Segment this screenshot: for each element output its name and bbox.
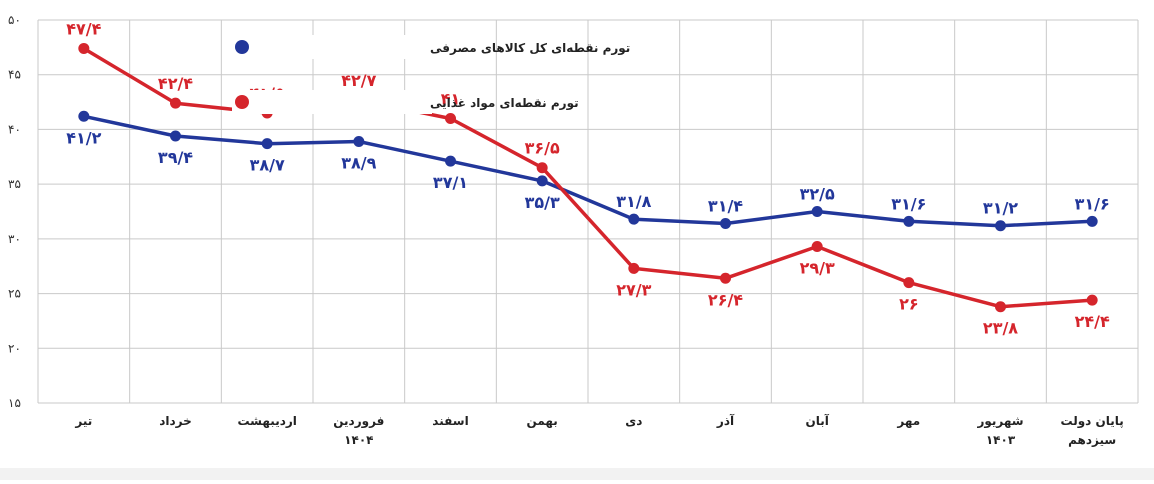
data-label: ۳۷/۱ xyxy=(433,173,468,192)
data-point xyxy=(261,138,273,150)
x-tick-sublabel: ۱۴۰۴ xyxy=(344,433,373,447)
data-label: ۲۹/۳ xyxy=(800,259,835,278)
y-tick-label: ۲۵ xyxy=(8,287,21,301)
x-tick-label: فروردین xyxy=(333,414,384,429)
x-tick-label: تیر xyxy=(74,414,92,428)
data-point xyxy=(536,175,548,187)
data-point xyxy=(903,277,915,289)
data-label: ۲۷/۳ xyxy=(616,280,651,299)
y-tick-label: ۳۵ xyxy=(8,177,21,191)
data-point xyxy=(628,262,640,274)
y-tick-label: ۵۰ xyxy=(8,13,21,27)
x-tick-label: مهر xyxy=(896,414,920,428)
legend-swatch xyxy=(235,40,249,54)
data-label: ۳۹/۴ xyxy=(158,148,193,167)
data-point xyxy=(536,162,548,174)
data-point xyxy=(170,97,181,109)
series-line-consumer xyxy=(82,114,1094,228)
x-tick-label: اسفند xyxy=(432,414,468,428)
data-label: ۴۲/۷ xyxy=(341,71,376,90)
legend-bg xyxy=(232,90,432,114)
x-tick-label: اردیبهشت xyxy=(237,414,296,428)
x-tick-sublabel: سیزدهم xyxy=(1068,433,1116,447)
x-tick-label: بهمن xyxy=(527,414,558,428)
data-label: ۲۴/۴ xyxy=(1075,312,1110,331)
data-label: ۳۸/۹ xyxy=(341,153,376,172)
data-point xyxy=(811,241,823,253)
data-label: ۴۱/۲ xyxy=(66,128,101,147)
y-tick-label: ۳۰ xyxy=(8,232,21,246)
data-labels: ۳۱/۶ ۳۱/۲ ۳۱/۶ ۳۲/۵ ۳۱/۴ ۳۱/۸ ۳۵/۳ ۳۷/۱ ۳۸/۹ ۳۸/۷… xyxy=(66,19,1110,337)
data-point xyxy=(445,112,456,124)
x-tick-sublabel: ۱۴۰۳ xyxy=(986,433,1016,447)
data-point xyxy=(78,110,90,122)
legend-entry: تورم نقطه‌ای کل کالاهای مصرفی xyxy=(430,41,630,56)
x-axis-ticks: پایان دولت سیزدهم شهریور ۱۴۰۳ مهر آبان آذر دی به… xyxy=(74,413,1123,447)
legend: تورم نقطه‌ای کل کالاهای مصرفی تورم نقطه‌ا… xyxy=(232,35,630,114)
data-point xyxy=(995,301,1006,313)
data-point xyxy=(628,213,640,225)
data-point xyxy=(811,206,823,217)
grid xyxy=(37,19,1139,404)
x-tick-label: شهریور xyxy=(976,414,1023,429)
data-label: ۲۳/۸ xyxy=(983,319,1018,338)
data-point xyxy=(903,215,915,227)
data-label: ۳۸/۷ xyxy=(250,156,285,175)
data-label: ۳۲/۵ xyxy=(800,185,835,204)
data-point xyxy=(995,220,1006,232)
data-label: ۳۱/۶ xyxy=(1075,194,1110,213)
x-tick-label: خرداد xyxy=(159,414,192,428)
x-tick-label: آذر xyxy=(716,413,735,428)
data-label: ۳۱/۶ xyxy=(891,194,926,213)
data-label: ۴۷/۴ xyxy=(66,19,101,38)
y-axis-ticks: ۱۵ ۲۰ ۲۵ ۳۰ ۳۵ ۴۰ ۴۵ ۵۰ xyxy=(8,13,21,410)
data-point xyxy=(1086,215,1098,227)
data-point xyxy=(720,218,731,230)
x-tick-label: دی xyxy=(625,414,642,428)
data-label: ۳۱/۴ xyxy=(708,197,743,216)
data-point xyxy=(720,272,731,284)
data-label: ۲۶/۴ xyxy=(708,290,743,309)
data-point xyxy=(1086,294,1098,306)
y-tick-label: ۴۵ xyxy=(8,68,21,82)
data-label: ۳۶/۵ xyxy=(525,139,560,158)
y-tick-label: ۱۵ xyxy=(8,396,21,410)
legend-swatch xyxy=(235,95,249,109)
data-point xyxy=(170,130,181,142)
data-point xyxy=(78,42,90,54)
data-label: ۴۱ xyxy=(441,89,461,108)
x-tick-label: پایان دولت xyxy=(1061,414,1124,429)
legend-entry: تورم نقطه‌ای مواد غذایی xyxy=(430,96,579,111)
data-label: ۲۶ xyxy=(899,295,919,314)
y-tick-label: ۲۰ xyxy=(8,341,21,355)
data-label: ۳۱/۸ xyxy=(616,192,651,211)
data-point xyxy=(445,155,456,167)
x-tick-label: آبان xyxy=(805,413,829,428)
data-point xyxy=(353,135,365,147)
data-label: ۳۱/۲ xyxy=(983,199,1018,218)
data-label: ۴۲/۴ xyxy=(158,74,193,93)
y-tick-label: ۴۰ xyxy=(8,122,21,136)
legend-bg xyxy=(232,35,432,59)
data-label: ۳۵/۳ xyxy=(525,193,560,212)
bottom-band xyxy=(0,468,1154,480)
